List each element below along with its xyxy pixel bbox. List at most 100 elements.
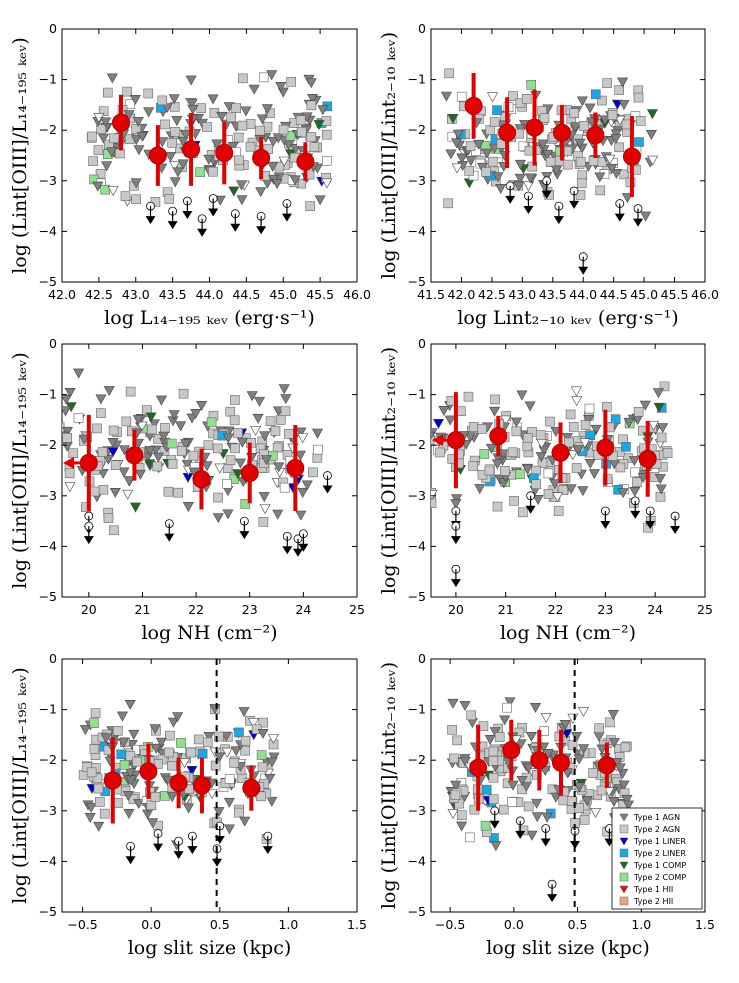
- upper-limit-arrow: [173, 851, 184, 860]
- scatter-point: [443, 198, 454, 209]
- scatter-point: [143, 107, 155, 118]
- scatter-point: [286, 77, 296, 87]
- scatter-point: [432, 419, 445, 429]
- scatter-point: [499, 715, 511, 726]
- scatter-point: [122, 489, 134, 500]
- scatter-point: [266, 70, 278, 81]
- scatter-point: [553, 506, 564, 516]
- scatter-point: [173, 487, 183, 498]
- x-tick-label: 0.5: [210, 917, 230, 932]
- scatter-point: [653, 402, 665, 413]
- scatter-point: [193, 734, 204, 745]
- scatter-point: [150, 792, 161, 802]
- scatter-point: [238, 73, 248, 84]
- scatter-point: [121, 416, 132, 427]
- scatter-point: [176, 738, 186, 748]
- scatter-point: [645, 129, 657, 140]
- scatter-point: [131, 194, 141, 205]
- scatter-point: [573, 754, 585, 765]
- scatter-point: [516, 775, 528, 786]
- scatter-point: [566, 795, 577, 806]
- scatter-point: [507, 780, 519, 791]
- scatter-point: [540, 713, 552, 724]
- scatter-point: [490, 134, 501, 144]
- scatter-point: [491, 459, 503, 470]
- scatter-point: [223, 824, 235, 835]
- scatter-point: [313, 444, 323, 455]
- scatter-point: [265, 416, 276, 427]
- scatter-point: [62, 394, 72, 405]
- scatter-point: [485, 125, 496, 135]
- scatter-point: [102, 87, 113, 98]
- scatter-point: [234, 458, 247, 469]
- scatter-point: [490, 394, 500, 405]
- legend-label: Type 2 HII: [633, 897, 673, 906]
- scatter-point: [558, 795, 569, 806]
- scatter-point: [637, 473, 649, 484]
- upper-limit-arrow: [645, 520, 656, 529]
- y-tick-label: −3: [39, 488, 57, 503]
- scatter-point: [659, 381, 670, 392]
- scatter-point: [542, 749, 554, 759]
- scatter-point: [93, 821, 105, 832]
- y-tick-label: 0: [49, 336, 57, 351]
- binned-mean-point: [169, 773, 188, 792]
- scatter-point: [646, 109, 658, 120]
- scatter-point: [614, 85, 624, 95]
- upper-limit-arrow-head: [63, 456, 74, 469]
- scatter-point: [321, 129, 332, 140]
- scatter-point: [119, 760, 130, 770]
- legend-label: Type 2 COMP: [633, 873, 686, 882]
- scatter-point: [170, 127, 180, 137]
- upper-limit-arrow: [578, 266, 589, 275]
- scatter-point: [169, 177, 181, 188]
- scatter-point: [228, 186, 240, 197]
- binned-mean-point: [597, 756, 616, 775]
- scatter-point: [266, 796, 278, 807]
- binned-mean-point: [446, 431, 465, 450]
- scatter-point: [510, 417, 522, 428]
- scatter-point: [635, 116, 646, 126]
- scatter-point: [245, 119, 256, 129]
- scatter-point: [252, 413, 264, 424]
- scatter-point: [507, 797, 517, 807]
- y-tick-label: 0: [49, 21, 57, 36]
- scatter-point: [559, 719, 571, 730]
- binned-mean-point: [125, 446, 144, 465]
- y-tick-label: −3: [408, 173, 426, 188]
- scatter-point: [236, 437, 248, 448]
- scatter-point: [89, 486, 100, 497]
- scatter-point: [64, 468, 75, 479]
- scatter-point: [321, 156, 332, 166]
- upper-limit-arrow: [182, 211, 193, 220]
- scatter-point: [515, 739, 527, 750]
- scatter-point: [224, 774, 235, 784]
- binned-mean-point: [286, 458, 305, 477]
- upper-limit-arrow: [489, 820, 500, 829]
- scatter-point: [444, 68, 454, 79]
- scatter-point: [447, 724, 457, 735]
- scatter-point: [621, 442, 631, 452]
- scatter-point: [90, 708, 101, 718]
- x-axis-label: log NH (cm⁻²): [141, 622, 277, 644]
- y-axis-label: log (Lint[OIII]/L₁₄₋₁₉₅ ₖₑᵥ): [9, 37, 31, 274]
- scatter-point: [172, 167, 184, 178]
- scatter-point: [614, 142, 624, 153]
- y-tick-label: −5: [39, 274, 57, 289]
- scatter-point: [523, 801, 534, 812]
- binned-mean-point: [551, 443, 570, 462]
- upper-limit-arrow: [208, 208, 219, 217]
- scatter-point: [132, 116, 144, 127]
- scatter-point: [480, 820, 491, 831]
- scatter-point: [116, 711, 128, 722]
- scatter-point: [621, 794, 633, 805]
- scatter-point: [594, 723, 605, 734]
- scatter-point: [610, 169, 622, 179]
- scatter-point: [98, 484, 109, 495]
- scatter-point: [258, 492, 270, 503]
- panel-5: −0.5 0.0 0.5 1.0 1.5 0 −1 −2 −3 −4 −5 log slit size…: [9, 651, 367, 959]
- scatter-point: [518, 825, 529, 836]
- scatter-point: [259, 431, 271, 442]
- scatter-point: [268, 752, 280, 763]
- scatter-point: [490, 841, 502, 852]
